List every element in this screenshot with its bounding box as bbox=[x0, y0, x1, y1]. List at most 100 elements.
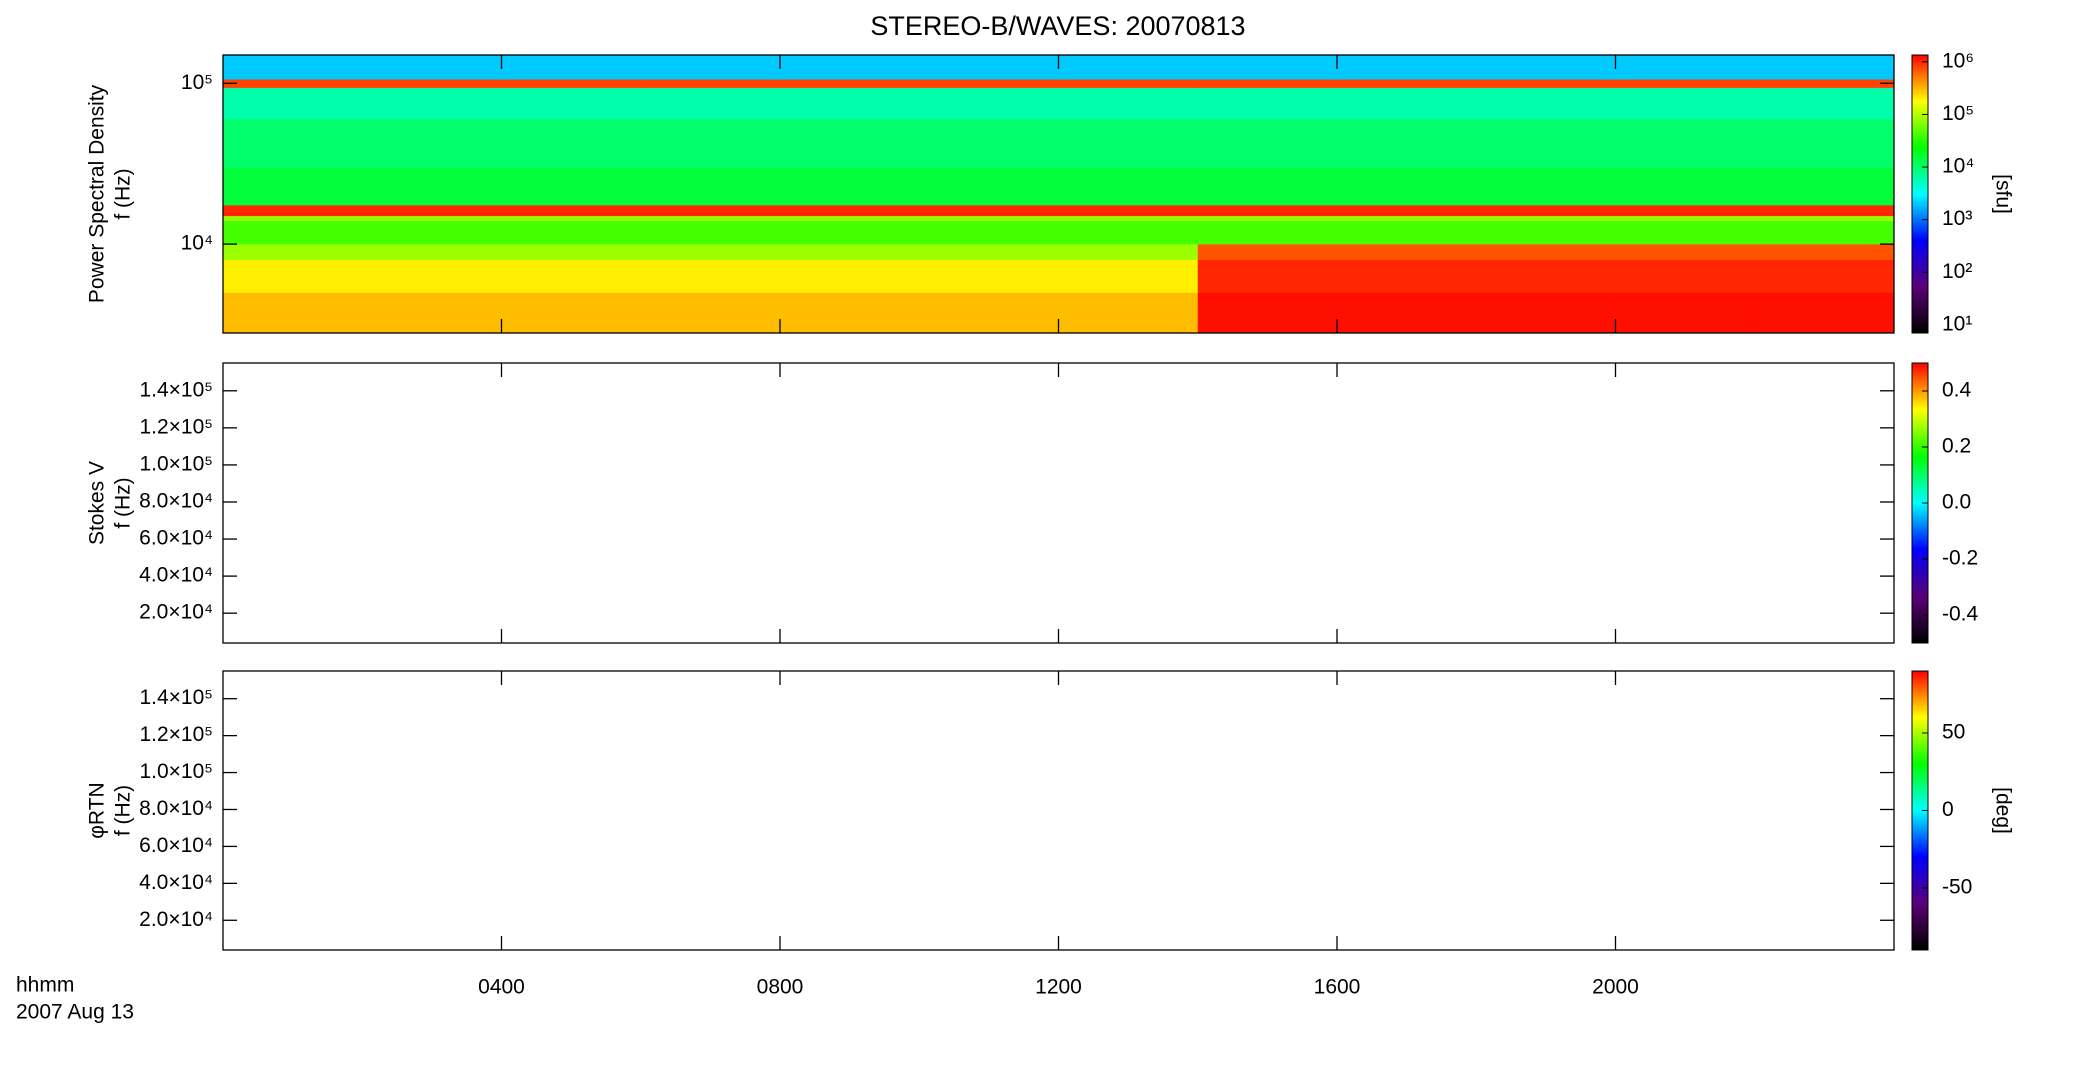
x-tick-label: 0400 bbox=[478, 976, 525, 999]
y-tick-label: 4.0×10⁴ bbox=[139, 564, 213, 587]
heatmap-cell bbox=[1337, 259, 1477, 293]
heatmap-cell bbox=[1754, 79, 1895, 88]
date-label: 2007 Aug 13 bbox=[16, 1001, 134, 1024]
heatmap-cell bbox=[362, 79, 502, 88]
heatmap-cell bbox=[640, 167, 781, 206]
heatmap-cell bbox=[919, 259, 1059, 293]
heatmap-cell bbox=[1058, 55, 1199, 80]
heatmap-cell bbox=[1615, 215, 1756, 221]
y-tick-label: 1.0×10⁵ bbox=[139, 760, 213, 783]
heatmap-cell bbox=[1058, 118, 1199, 168]
heatmap-cell bbox=[1058, 259, 1199, 293]
heatmap-cell bbox=[223, 215, 363, 221]
heatmap-cell bbox=[1337, 87, 1477, 120]
colorbar-tick-label: 0.4 bbox=[1942, 379, 1972, 402]
heatmap-cell bbox=[1197, 55, 1338, 80]
heatmap-cell bbox=[1476, 205, 1616, 217]
heatmap-cell bbox=[1197, 292, 1338, 334]
colorbar-tick-label: 10⁶ bbox=[1942, 49, 1974, 72]
y-tick-label: 10⁴ bbox=[181, 232, 213, 255]
heatmap-cell bbox=[1337, 220, 1477, 245]
heatmap-cell bbox=[223, 79, 363, 88]
y-axis-label: Power Spectral Density bbox=[86, 84, 109, 303]
y-tick-label: 8.0×10⁴ bbox=[139, 490, 213, 513]
heatmap-cell bbox=[1197, 259, 1338, 293]
heatmap-cell bbox=[1197, 215, 1338, 221]
heatmap-cell bbox=[1058, 244, 1199, 260]
heatmap-cell bbox=[501, 205, 642, 217]
heatmap-cell bbox=[640, 55, 781, 80]
colorbar-tick-label: 10³ bbox=[1942, 207, 1972, 230]
heatmap-cell bbox=[362, 87, 502, 120]
heatmap-cell bbox=[640, 215, 781, 221]
heatmap-cell bbox=[1615, 55, 1756, 80]
heatmap-cell bbox=[780, 215, 920, 221]
heatmap-cell bbox=[1058, 167, 1199, 206]
heatmap-cell bbox=[223, 292, 363, 334]
y-tick-label: 4.0×10⁴ bbox=[139, 871, 213, 894]
heatmap-cell bbox=[780, 55, 920, 80]
heatmap-cell bbox=[1337, 205, 1477, 217]
heatmap-cell bbox=[640, 87, 781, 120]
x-tick-label: 1600 bbox=[1314, 976, 1361, 999]
y-tick-label: 6.0×10⁴ bbox=[139, 527, 213, 550]
heatmap-cell bbox=[223, 259, 363, 293]
heatmap-cell bbox=[362, 167, 502, 206]
heatmap-cell bbox=[1476, 215, 1616, 221]
y-tick-label: 6.0×10⁴ bbox=[139, 834, 213, 857]
heatmap-cell bbox=[640, 79, 781, 88]
colorbar-label: [deg] bbox=[1991, 787, 2014, 834]
heatmap-cell bbox=[1615, 244, 1756, 260]
heatmap-cell bbox=[780, 87, 920, 120]
heatmap-cell bbox=[362, 244, 502, 260]
heatmap-cell bbox=[501, 244, 642, 260]
heatmap-cell bbox=[919, 79, 1059, 88]
heatmap-cell bbox=[780, 244, 920, 260]
y-tick-label: 1.2×10⁵ bbox=[139, 415, 213, 438]
heatmap-cell bbox=[1754, 220, 1895, 245]
heatmap-cell bbox=[1754, 259, 1895, 293]
heatmap-cell bbox=[1337, 79, 1477, 88]
heatmap-cell bbox=[640, 220, 781, 245]
colorbar-tick-label: 10⁵ bbox=[1942, 102, 1974, 125]
heatmap-cell bbox=[1476, 292, 1616, 334]
x-tick-label: 2000 bbox=[1592, 976, 1639, 999]
heatmap-cell bbox=[362, 205, 502, 217]
heatmap-cell bbox=[1476, 259, 1616, 293]
heatmap-cell bbox=[1476, 87, 1616, 120]
colorbar-tick-label: 0 bbox=[1942, 798, 1954, 821]
y-tick-label: 1.4×10⁵ bbox=[139, 686, 213, 709]
y-tick-label: 10⁵ bbox=[181, 71, 213, 94]
heatmap-cell bbox=[223, 55, 363, 80]
heatmap-cell bbox=[1476, 220, 1616, 245]
heatmap-cell bbox=[1337, 215, 1477, 221]
y-axis-label: f (Hz) bbox=[112, 168, 135, 219]
heatmap-cell bbox=[1615, 118, 1756, 168]
heatmap-cell bbox=[362, 215, 502, 221]
heatmap-cell bbox=[1615, 259, 1756, 293]
colorbar-tick-label: -50 bbox=[1942, 876, 1972, 899]
heatmap-cell bbox=[1197, 118, 1338, 168]
heatmap-cell bbox=[919, 215, 1059, 221]
heatmap-cell bbox=[919, 55, 1059, 80]
heatmap-cell bbox=[919, 292, 1059, 334]
heatmap-cell bbox=[1337, 244, 1477, 260]
time-label: hhmm bbox=[16, 974, 74, 997]
plot-frame bbox=[222, 670, 1895, 951]
heatmap-cell bbox=[919, 87, 1059, 120]
heatmap-cell bbox=[362, 259, 502, 293]
heatmap-cell bbox=[1058, 79, 1199, 88]
y-tick-label: 1.4×10⁵ bbox=[139, 378, 213, 401]
colorbar-label: [sfu] bbox=[1991, 174, 2014, 214]
heatmap-cell bbox=[780, 259, 920, 293]
heatmap-cell bbox=[1197, 220, 1338, 245]
heatmap-cell bbox=[501, 118, 642, 168]
heatmap-cell bbox=[501, 215, 642, 221]
heatmap-cell bbox=[1058, 87, 1199, 120]
heatmap-cell bbox=[501, 259, 642, 293]
heatmap-cell bbox=[1197, 244, 1338, 260]
heatmap-cell bbox=[780, 205, 920, 217]
heatmap-cell bbox=[1754, 55, 1895, 80]
heatmap-cell bbox=[1754, 215, 1895, 221]
